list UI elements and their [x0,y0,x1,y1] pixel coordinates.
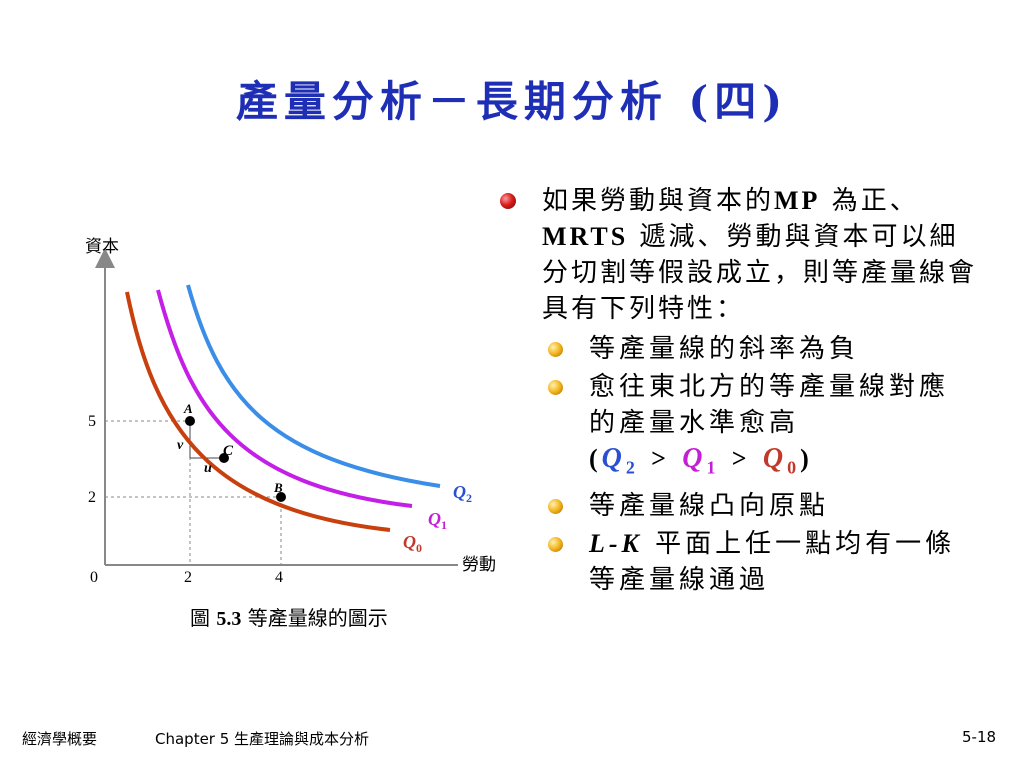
gt-1: > [651,444,670,473]
order-q1: Q1 [682,443,720,478]
v-label: v [177,438,184,453]
order-q2: Q2 [601,443,639,478]
figure-caption: 圖 5.3 等產量線的圖示 [190,602,388,631]
sub-bullet-1: 等產量線的斜率為負 [548,331,1005,367]
sub-bullet-4-main: 平面上任一點均有一條等產量線通過 [589,528,956,595]
isoquant-q1 [156,289,413,508]
y-axis-label: 資本 [85,237,119,257]
isoquant-chart: 資本 勞動 0 2 4 5 2 A C B v u Q2 Q1 Q0 [85,237,496,586]
yellow-bullet-icon [548,536,563,552]
yellow-bullet-icon [548,342,563,357]
sub-bullet-2-text: 愈往東北方的等產量線對應的產量水準愈高 (Q2 > Q1 > Q0) [589,369,959,486]
point-a-label: A [183,401,193,416]
sub-bullet-1-text: 等產量線的斜率為負 [589,334,860,364]
curve-q1-label: Q1 [428,509,447,532]
sub-bullet-2-main: 愈往東北方的等產量線對應的產量水準愈高 [589,372,950,438]
sub-bullet-4: L-K 平面上任一點均有一條等產量線通過 [548,526,1005,598]
point-b-label: B [273,480,283,495]
isoquant-q2 [186,284,441,488]
lk-term: L-K [589,528,643,558]
y-tick-5: 5 [88,413,96,430]
y-tick-2: 2 [88,489,96,506]
slide-title: 產量分析－長期分析 (四) [235,77,789,126]
x-axis-label: 勞動 [462,555,496,575]
isoquant-q0 [125,291,391,532]
order-q0: Q0 [762,443,801,478]
sub-bullet-2: 愈往東北方的等產量線對應的產量水準愈高 (Q2 > Q1 > Q0) [548,369,1005,486]
yellow-bullet-icon [548,380,563,395]
bullet-list: 如果勞動與資本的MP 為正、 MRTS 遞減、勞動與資本可以細分切割等假設成立，則… [500,183,1005,598]
main-bullet-text: 如果勞動與資本的MP 為正、 MRTS 遞減、勞動與資本可以細分切割等假設成立，則… [542,183,987,327]
main-text-2: 為正、 [831,186,919,216]
red-bullet-icon [500,193,516,209]
mp-term: MP [774,186,821,215]
gt-2: > [731,444,751,473]
footer-book: 經濟學概要 [22,730,98,748]
mrts-term: MRTS [542,222,629,251]
paren-open: ( [589,444,602,473]
curve-q2-label: Q2 [453,482,472,505]
main-text-3: 遞減、勞動與資本可以細分切割等假設成立，則等產量線會具有下列特性： [542,222,978,324]
sub-bullet-3-text: 等產量線凸向原點 [589,490,830,521]
sub-bullet-4-text: L-K 平面上任一點均有一條等產量線通過 [589,526,959,598]
caption-number: 5.3 [216,608,242,630]
point-c [219,453,229,463]
sub-bullet-3: 等產量線凸向原點 [548,488,1005,524]
point-c-label: C [223,443,234,459]
curve-q0-label: Q0 [403,532,422,555]
main-text-1: 如果勞動與資本的 [542,186,775,216]
x-tick-2: 2 [184,569,192,586]
point-a [185,416,195,426]
point-b [276,492,286,502]
u-label: u [204,461,212,476]
main-bullet: 如果勞動與資本的MP 為正、 MRTS 遞減、勞動與資本可以細分切割等假設成立，則… [500,183,1005,327]
caption-text: 等產量線的圖示 [247,606,388,630]
footer-chapter: Chapter 5 生產理論與成本分析 [155,730,370,748]
footer-page: 5-18 [962,728,997,746]
isoquant-figure: 資本 勞動 0 2 4 5 2 A C B v u Q2 Q1 Q0 [60,230,530,590]
x-tick-4: 4 [275,569,283,586]
caption-prefix: 圖 [190,606,210,630]
origin-label: 0 [90,569,98,586]
paren-close: ) [800,444,813,473]
yellow-bullet-icon [548,498,563,514]
